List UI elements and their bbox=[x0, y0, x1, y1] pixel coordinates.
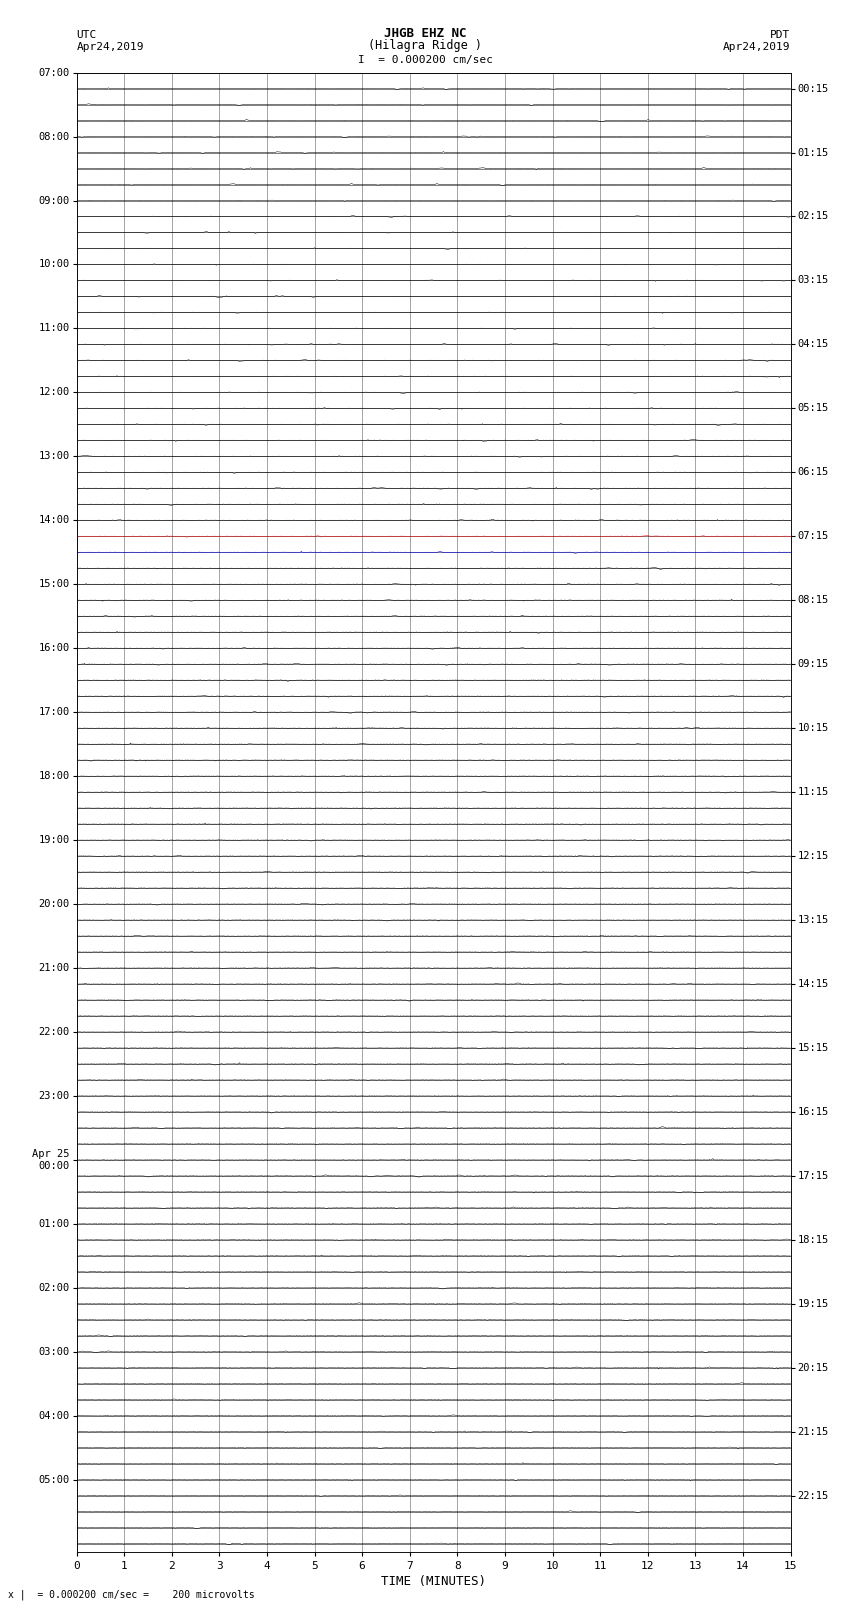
Text: UTC: UTC bbox=[76, 31, 97, 40]
Text: (Hilagra Ridge ): (Hilagra Ridge ) bbox=[368, 39, 482, 52]
Text: Apr24,2019: Apr24,2019 bbox=[723, 42, 791, 52]
Text: I  = 0.000200 cm/sec: I = 0.000200 cm/sec bbox=[358, 55, 492, 65]
Text: PDT: PDT bbox=[770, 31, 790, 40]
Text: JHGB EHZ NC: JHGB EHZ NC bbox=[383, 27, 467, 40]
Text: x |  = 0.000200 cm/sec =    200 microvolts: x | = 0.000200 cm/sec = 200 microvolts bbox=[8, 1589, 255, 1600]
X-axis label: TIME (MINUTES): TIME (MINUTES) bbox=[381, 1574, 486, 1587]
Text: Apr24,2019: Apr24,2019 bbox=[76, 42, 144, 52]
